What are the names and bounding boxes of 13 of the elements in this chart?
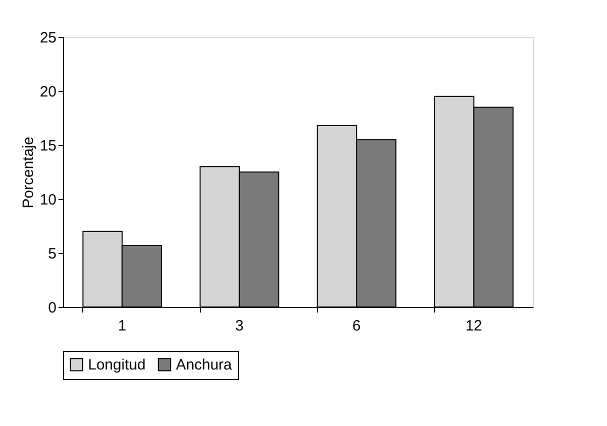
y-tick-label: 25 xyxy=(40,30,56,46)
x-tick-label: 3 xyxy=(235,318,244,334)
x-tick-label: 12 xyxy=(465,318,482,334)
y-tick-label: 20 xyxy=(40,84,56,100)
legend-label: Longitud xyxy=(88,356,146,374)
x-tick-label: 1 xyxy=(118,318,126,334)
x-tick-label: 6 xyxy=(352,318,361,334)
legend-label: Anchura xyxy=(176,356,233,374)
y-tick-label: 10 xyxy=(40,192,56,208)
y-tick-label: 15 xyxy=(40,138,56,154)
y-tick-label: 5 xyxy=(48,246,56,262)
y-tick-label: 0 xyxy=(48,300,56,316)
y-axis-title: Porcentaje xyxy=(20,136,37,208)
